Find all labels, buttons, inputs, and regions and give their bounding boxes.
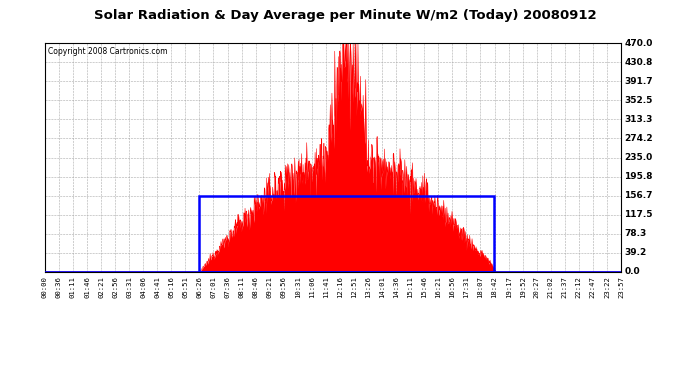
Text: 00:36: 00:36 (56, 276, 62, 297)
Text: 19:17: 19:17 (506, 276, 511, 297)
Text: 156.7: 156.7 (624, 191, 653, 200)
Text: 01:46: 01:46 (84, 276, 90, 297)
Text: 04:06: 04:06 (140, 276, 146, 297)
Text: 17:31: 17:31 (464, 276, 469, 297)
Text: 07:36: 07:36 (224, 276, 230, 297)
Text: 16:56: 16:56 (449, 276, 455, 297)
Text: 15:11: 15:11 (407, 276, 413, 297)
Text: 11:06: 11:06 (309, 276, 315, 297)
Text: 23:22: 23:22 (604, 276, 610, 297)
Text: 03:31: 03:31 (126, 276, 132, 297)
Text: Solar Radiation & Day Average per Minute W/m2 (Today) 20080912: Solar Radiation & Day Average per Minute… (94, 9, 596, 22)
Text: 313.3: 313.3 (624, 115, 653, 124)
Text: 235.0: 235.0 (624, 153, 653, 162)
Text: 12:16: 12:16 (337, 276, 343, 297)
Text: 11:41: 11:41 (323, 276, 329, 297)
Text: 470.0: 470.0 (624, 39, 653, 48)
Text: 06:26: 06:26 (197, 276, 202, 297)
Text: 21:37: 21:37 (562, 276, 568, 297)
Text: 05:16: 05:16 (168, 276, 175, 297)
Text: 10:31: 10:31 (295, 276, 301, 297)
Text: Copyright 2008 Cartronics.com: Copyright 2008 Cartronics.com (48, 47, 168, 56)
Text: 14:01: 14:01 (379, 276, 385, 297)
Text: 05:51: 05:51 (182, 276, 188, 297)
Text: 09:21: 09:21 (267, 276, 273, 297)
Text: 14:36: 14:36 (393, 276, 399, 297)
Text: 0.0: 0.0 (624, 267, 640, 276)
Text: 07:01: 07:01 (210, 276, 217, 297)
Text: 04:41: 04:41 (155, 276, 160, 297)
Text: 18:07: 18:07 (477, 276, 484, 297)
Text: 352.5: 352.5 (624, 96, 653, 105)
Text: 01:11: 01:11 (70, 276, 76, 297)
Text: 02:21: 02:21 (98, 276, 104, 297)
Text: 09:56: 09:56 (281, 276, 287, 297)
Text: 08:11: 08:11 (239, 276, 244, 297)
Text: 78.3: 78.3 (624, 229, 647, 238)
Text: 16:21: 16:21 (435, 276, 442, 297)
Text: 117.5: 117.5 (624, 210, 653, 219)
Text: 274.2: 274.2 (624, 134, 653, 143)
Text: 20:27: 20:27 (533, 276, 540, 297)
Text: 430.8: 430.8 (624, 58, 653, 67)
Text: 23:57: 23:57 (618, 276, 624, 297)
Text: 21:02: 21:02 (548, 276, 554, 297)
Text: 22:47: 22:47 (590, 276, 596, 297)
Text: 00:00: 00:00 (42, 276, 48, 297)
Bar (199, 196, 494, 272)
Text: 19:52: 19:52 (520, 276, 526, 297)
Text: 18:42: 18:42 (491, 276, 497, 297)
Text: 02:56: 02:56 (112, 276, 118, 297)
Text: 12:51: 12:51 (351, 276, 357, 297)
Text: 391.7: 391.7 (624, 77, 653, 86)
Text: 195.8: 195.8 (624, 172, 653, 181)
Text: 13:26: 13:26 (365, 276, 371, 297)
Text: 39.2: 39.2 (624, 248, 647, 257)
Text: 22:12: 22:12 (576, 276, 582, 297)
Text: 15:46: 15:46 (422, 276, 427, 297)
Text: 08:46: 08:46 (253, 276, 259, 297)
